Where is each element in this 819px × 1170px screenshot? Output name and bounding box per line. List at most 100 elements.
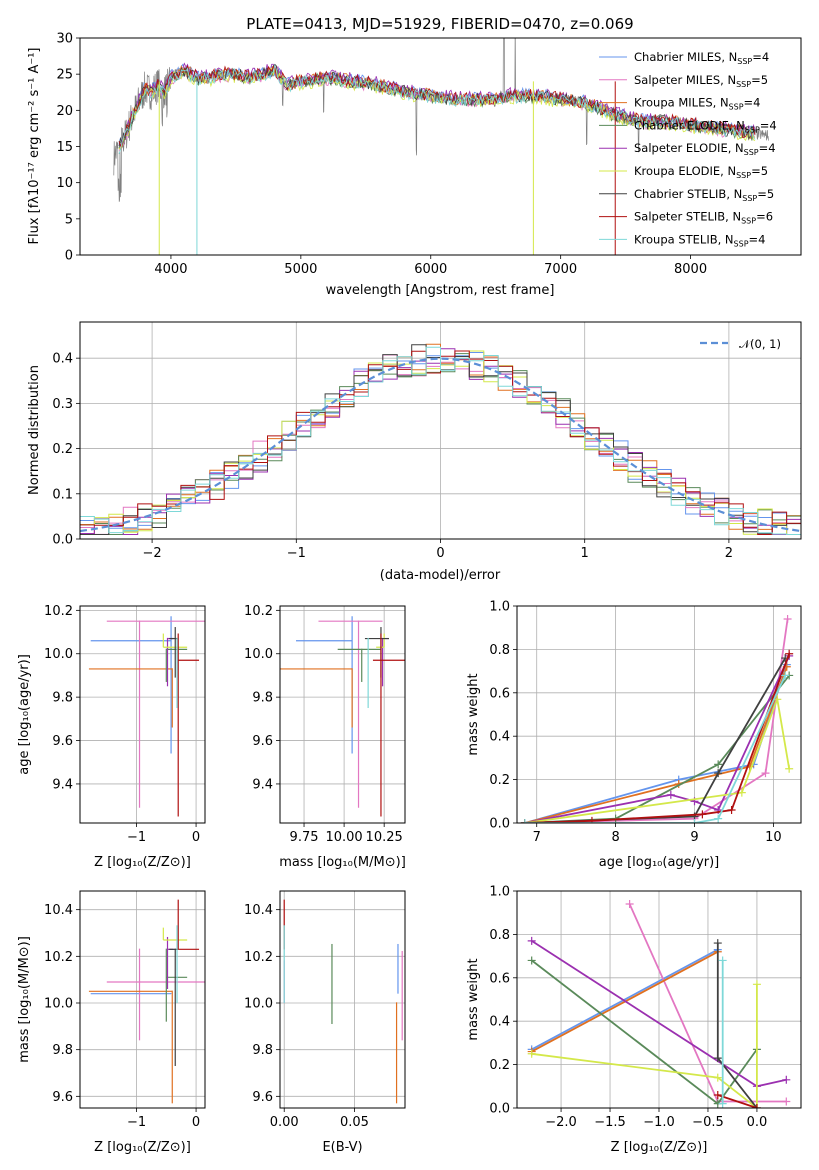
- y-tick-label: 10.4: [44, 903, 73, 918]
- legend-label-main: Salpeter ELODIE, N: [634, 141, 744, 155]
- y-axis-label: mass [log₁₀(M/M⊙)]: [17, 936, 32, 1063]
- y-tick-label: 0.0: [489, 1102, 510, 1117]
- y-tick-label: 25: [56, 68, 73, 83]
- y-tick-label: 10.0: [44, 997, 73, 1012]
- y-tick-label: 9.4: [252, 777, 273, 792]
- series-marker: [782, 1097, 791, 1106]
- series-marker: [527, 936, 536, 945]
- legend-label-sub: SSP: [729, 103, 744, 112]
- legend-label: Kroupa MILES, NSSP=4: [634, 96, 760, 112]
- legend-label-sub: SSP: [736, 80, 751, 89]
- x-tick-label: 0.05: [340, 1115, 369, 1130]
- legend-label-main: Chabrier STELIB, N: [634, 187, 742, 201]
- y-tick-label: 0.8: [489, 928, 510, 943]
- spectrum-model-line: [118, 65, 756, 148]
- x-tick-label: 4000: [154, 262, 187, 277]
- residual-histogram-panel: −2 −1 0 1 2 0.0 0.1 0.2 0.3 0.4 𝒩(0, 1) (data-model…: [27, 321, 802, 583]
- y-tick-label: 9.8: [252, 691, 273, 706]
- legend-label-sub: SSP: [742, 194, 757, 203]
- x-tick-label: 7: [533, 830, 541, 845]
- x-tick-label: −2.0: [545, 1115, 577, 1130]
- y-tick-label: 5: [65, 212, 73, 227]
- series-marker: [752, 980, 761, 989]
- plot-area: [283, 899, 403, 1104]
- y-tick-label: 0.4: [489, 730, 510, 745]
- legend-label: Chabrier MILES, NSSP=4: [634, 50, 769, 66]
- x-tick-label: 7000: [544, 262, 577, 277]
- y-tick-label: 0.8: [489, 643, 510, 658]
- x-tick-label: −1: [127, 830, 146, 845]
- series-marker: [752, 1104, 761, 1108]
- mass-weight-vs-age-panel: 7 8 9 10 0.0 0.2 0.4 0.6 0.8 1.0 age [log₁₀(age/yr…: [466, 600, 802, 870]
- plot-area: [88, 899, 205, 1104]
- series-marker: [714, 760, 723, 769]
- legend-label: Salpeter MILES, NSSP=5: [634, 73, 768, 89]
- y-tick-label: 9.8: [52, 1043, 73, 1058]
- y-tick-label: 9.8: [52, 691, 73, 706]
- y-tick-label: 1.0: [489, 600, 510, 615]
- x-tick-label: −1.0: [643, 1115, 675, 1130]
- mass-weight-vs-metallicity-panel: −2.0 −1.5 −1.0 −0.5 0.0 0.0 0.2 0.4 0.6 0.8 1.0 Z […: [466, 885, 802, 1155]
- series-line: [524, 675, 787, 823]
- y-axis-label: Normed distribution: [27, 365, 42, 495]
- series-marker: [587, 816, 596, 823]
- series-line: [524, 674, 790, 823]
- axes-frame: [516, 890, 802, 1109]
- x-axis-label: E(B-V): [322, 1140, 362, 1155]
- y-axis-label: age [log₁₀(age/yr)]: [17, 654, 32, 775]
- legend-label-val: =4: [759, 141, 776, 155]
- x-tick-label: 5000: [284, 262, 317, 277]
- series-marker: [713, 1073, 722, 1082]
- series-marker: [785, 764, 794, 773]
- y-tick-label: 9.6: [52, 1090, 73, 1105]
- y-tick-label: 30: [56, 32, 73, 47]
- x-axis-label: mass [log₁₀(M/M⊙)]: [279, 855, 406, 870]
- series-marker: [527, 956, 536, 965]
- y-tick-label: 0: [65, 249, 73, 264]
- y-tick-label: 10.2: [244, 604, 273, 619]
- legend-label-val: =5: [751, 164, 768, 178]
- y-tick-label: 0.0: [489, 817, 510, 832]
- x-axis-label: wavelength [Angstrom, rest frame]: [326, 283, 555, 298]
- y-tick-label: 9.6: [252, 1090, 273, 1105]
- legend-label: Salpeter STELIB, NSSP=6: [634, 210, 773, 226]
- series-line: [524, 664, 788, 823]
- x-tick-label: −1: [287, 546, 306, 561]
- x-axis-label: Z [log₁₀(Z/Z⊙)]: [611, 1140, 708, 1155]
- legend-label-val: =4: [744, 96, 761, 110]
- legend-label-val: =5: [751, 73, 768, 87]
- age-vs-mass-panel: 9.75 10.00 10.25 9.4 9.6 9.8 10.0 10.2 mass [log…: [244, 604, 406, 870]
- x-tick-label: 10: [765, 830, 782, 845]
- age-vs-metallicity-panel: −1 0 9.4 9.6 9.8 10.0 10.2 Z [log₁₀(Z/Z⊙)] age […: [17, 604, 206, 870]
- y-tick-label: 10.0: [244, 997, 273, 1012]
- x-tick-label: 9: [690, 830, 698, 845]
- y-tick-label: 10: [56, 176, 73, 191]
- legend-label-sub: SSP: [734, 239, 749, 248]
- plot-area: [88, 616, 205, 817]
- y-tick-label: 0.1: [52, 487, 73, 502]
- series-marker: [520, 819, 529, 823]
- series-marker: [713, 1054, 722, 1063]
- x-tick-label: 10.25: [366, 830, 403, 845]
- series-marker: [785, 649, 794, 658]
- legend-label-sub: SSP: [745, 125, 760, 134]
- series-line: [531, 984, 758, 1108]
- series-marker: [781, 671, 790, 680]
- legend-label: Chabrier ELODIE, NSSP=4: [634, 118, 777, 134]
- y-axis-label: mass weight: [466, 958, 481, 1040]
- legend-label-main: Kroupa MILES, N: [634, 96, 729, 110]
- y-tick-label: 9.4: [52, 777, 73, 792]
- plot-area: [113, 38, 769, 255]
- axes-frame: [79, 321, 802, 540]
- series-marker: [714, 769, 723, 778]
- y-tick-label: 0.4: [52, 352, 73, 367]
- mass-vs-metallicity-panel: −1 0 9.6 9.8 10.0 10.2 10.4 Z [log₁₀(Z/Z⊙)] mass…: [17, 890, 206, 1155]
- x-axis-label: Z [log₁₀(Z/Z⊙)]: [94, 1140, 191, 1155]
- legend-label-main: Kroupa ELODIE, N: [634, 164, 736, 178]
- series-marker: [713, 1090, 722, 1099]
- mass-vs-extinction-panel: 0.00 0.05 9.6 9.8 10.0 10.2 10.4 E(B-V): [244, 890, 406, 1155]
- y-tick-label: 10.4: [244, 903, 273, 918]
- x-tick-label: 0: [192, 1115, 200, 1130]
- legend-label: Kroupa ELODIE, NSSP=5: [634, 164, 768, 180]
